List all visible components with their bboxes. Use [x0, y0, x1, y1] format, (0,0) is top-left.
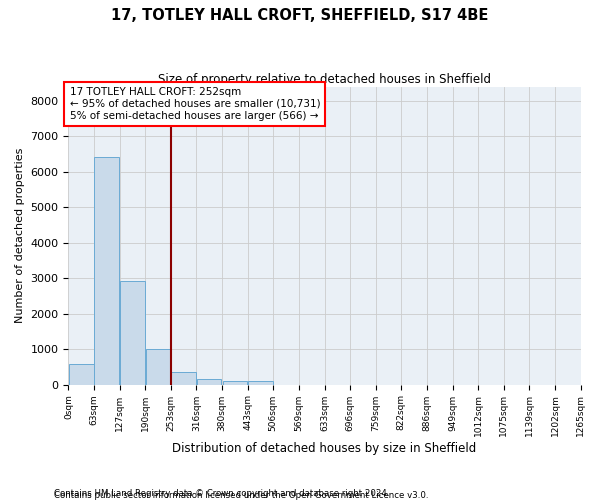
Bar — [146, 349, 170, 384]
Bar — [248, 381, 273, 384]
Title: Size of property relative to detached houses in Sheffield: Size of property relative to detached ho… — [158, 72, 491, 86]
Bar — [197, 378, 221, 384]
Y-axis label: Number of detached properties: Number of detached properties — [15, 148, 25, 324]
Text: Contains public sector information licensed under the Open Government Licence v3: Contains public sector information licen… — [54, 491, 428, 500]
Bar — [69, 364, 94, 384]
Text: 17 TOTLEY HALL CROFT: 252sqm
← 95% of detached houses are smaller (10,731)
5% of: 17 TOTLEY HALL CROFT: 252sqm ← 95% of de… — [70, 88, 320, 120]
Text: Contains HM Land Registry data © Crown copyright and database right 2024.: Contains HM Land Registry data © Crown c… — [54, 488, 389, 498]
Text: 17, TOTLEY HALL CROFT, SHEFFIELD, S17 4BE: 17, TOTLEY HALL CROFT, SHEFFIELD, S17 4B… — [112, 8, 488, 22]
Bar — [223, 380, 247, 384]
Bar — [94, 157, 119, 384]
X-axis label: Distribution of detached houses by size in Sheffield: Distribution of detached houses by size … — [172, 442, 476, 455]
Bar — [120, 281, 145, 384]
Bar — [171, 372, 196, 384]
